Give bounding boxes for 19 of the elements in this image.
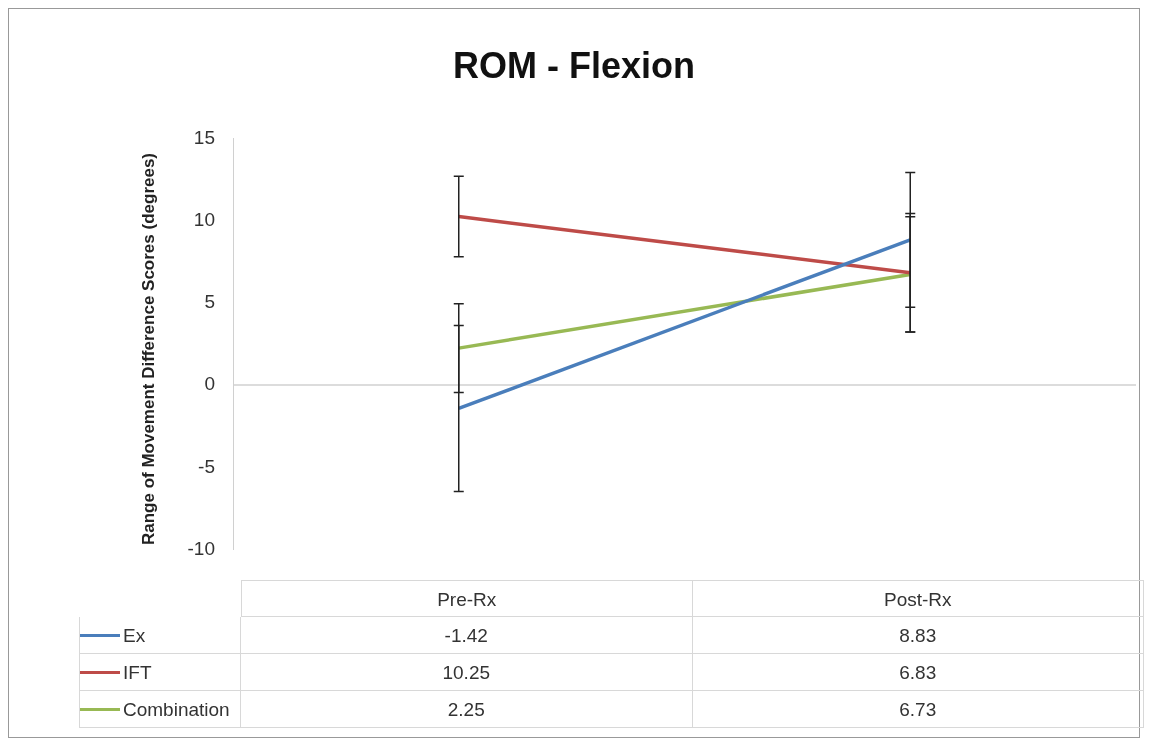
legend-label: IFT bbox=[123, 660, 152, 685]
y-tick-label: 10 bbox=[193, 208, 215, 230]
y-tick-label: 5 bbox=[204, 291, 215, 313]
y-tick-label: 0 bbox=[204, 373, 215, 395]
data-label: 6.83 bbox=[692, 654, 1144, 691]
data-label: -1.42 bbox=[241, 617, 693, 654]
x-tick-label: Post-Rx bbox=[692, 580, 1144, 617]
data-label: 6.73 bbox=[692, 691, 1144, 728]
chart-title: ROM - Flexion bbox=[452, 45, 696, 87]
y-tick-label: 15 bbox=[193, 126, 215, 148]
data-label: 10.25 bbox=[241, 654, 693, 691]
y-tick-label: -10 bbox=[187, 537, 215, 559]
legend-label: Ex bbox=[123, 623, 146, 648]
legend-label: Combination bbox=[123, 697, 230, 722]
y-tick-label: -5 bbox=[198, 455, 215, 477]
x-tick-label: Pre-Rx bbox=[241, 580, 693, 617]
data-label: 8.83 bbox=[692, 617, 1144, 654]
data-label: 2.25 bbox=[241, 691, 693, 728]
y-axis-title: Range of Movement Difference Scores (degrees) bbox=[139, 152, 159, 546]
